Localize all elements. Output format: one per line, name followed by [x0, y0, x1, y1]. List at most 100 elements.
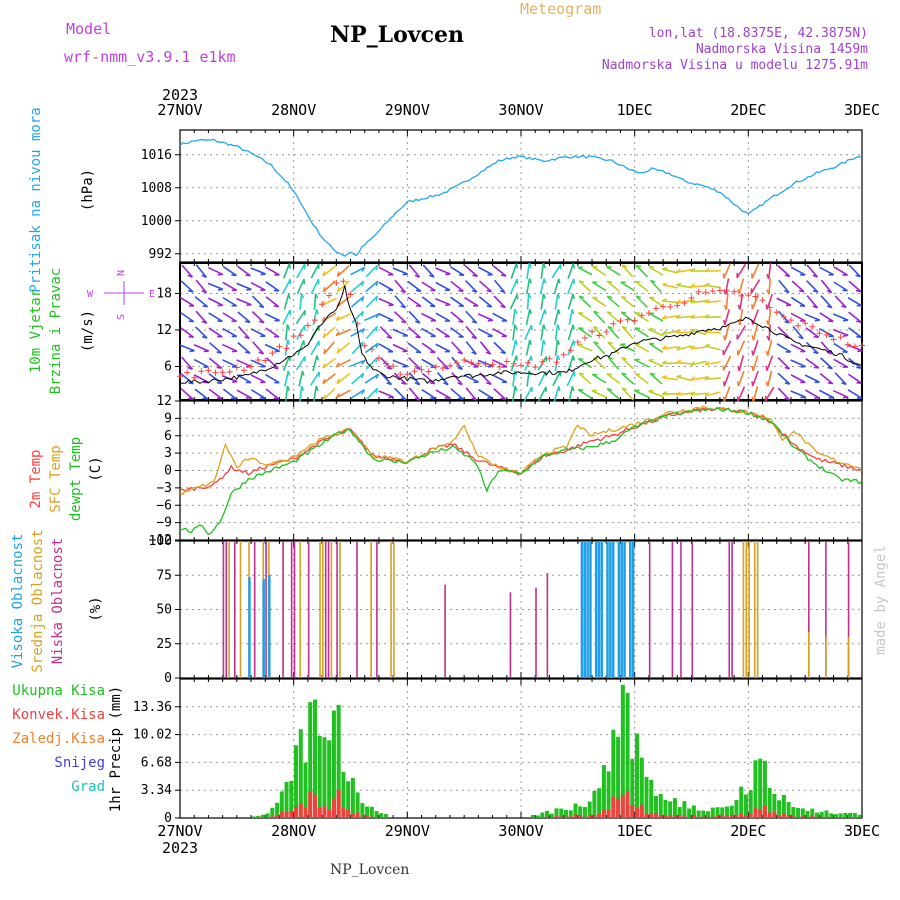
- wind-barb-head: [841, 382, 847, 386]
- precip-conv-bar: [298, 803, 303, 818]
- wind-barb-head: [704, 268, 710, 272]
- wind-barb: [577, 312, 593, 323]
- y-tick-label: 3: [164, 446, 172, 461]
- cloud-bar: [376, 541, 378, 678]
- wind-barb: [566, 371, 575, 387]
- wind-barb-head: [751, 381, 754, 387]
- wind-barb-head: [361, 311, 364, 317]
- wind-gust-marker: [219, 369, 226, 376]
- cloud-bar: [253, 541, 256, 678]
- wind-barb: [436, 356, 449, 370]
- wind-barb: [378, 390, 394, 398]
- cloud-bar: [728, 541, 731, 678]
- wind-barb: [766, 355, 774, 372]
- precip-legend-4: Grad: [71, 779, 105, 795]
- wind-barb-head: [784, 320, 790, 324]
- wind-barb: [804, 389, 820, 399]
- wind-barb-head: [572, 293, 575, 300]
- cloud-bar: [307, 541, 310, 678]
- wind-barb-head: [457, 351, 463, 355]
- wind-barb: [250, 389, 266, 399]
- wind-barb: [739, 293, 744, 310]
- wind-barb-head: [812, 289, 819, 293]
- cloud-bar: [322, 541, 324, 678]
- wind-barb: [408, 310, 421, 324]
- wind-barb: [568, 309, 573, 326]
- wind-barb: [435, 281, 451, 291]
- wind-barb-head: [784, 274, 790, 278]
- wind-barb: [806, 280, 819, 293]
- wind-barb: [449, 266, 465, 276]
- wind-gust-marker: [581, 334, 588, 341]
- wind-barb: [284, 385, 289, 403]
- cloud-bar: [808, 632, 810, 678]
- wind-gust-marker: [411, 368, 418, 375]
- wind-barb: [222, 312, 237, 323]
- precip-bar: [308, 702, 313, 818]
- precip-conv-bar: [796, 816, 801, 818]
- wind-barb-head: [855, 289, 862, 293]
- wind-axis-label-2: Brzina i Pravac: [48, 268, 64, 394]
- wind-barb: [421, 358, 436, 368]
- wind-barb: [236, 359, 252, 368]
- wind-barb: [635, 295, 648, 308]
- wind-barb: [819, 312, 834, 323]
- wind-barb-head: [375, 265, 379, 271]
- precip-bar: [279, 791, 284, 818]
- cloud-bar: [370, 541, 372, 678]
- wind-barb: [407, 326, 421, 339]
- wind-gust-marker: [446, 362, 453, 369]
- wind-barb: [509, 294, 519, 310]
- precip-conv-bar: [317, 807, 322, 818]
- wind-barb: [704, 360, 721, 366]
- wind-barb: [704, 316, 721, 319]
- precip-bar: [824, 810, 829, 818]
- precip-bar: [720, 807, 725, 818]
- wind-barb: [282, 355, 291, 371]
- wind-barb: [621, 264, 634, 278]
- wind-barb: [621, 387, 634, 401]
- wind-barb: [295, 356, 306, 371]
- cloud-bar: [754, 541, 756, 678]
- temp-line-2: [179, 407, 863, 536]
- wind-barb: [634, 373, 649, 384]
- model-name: wrf-nmm_v3.9.1 e1km: [64, 48, 236, 66]
- wind-barb: [365, 280, 379, 293]
- coords-label: lon,lat (18.8375E, 42.3875N): [648, 26, 868, 41]
- precip-bar: [284, 781, 289, 818]
- wind-barb: [736, 325, 746, 340]
- wind-barb-head: [322, 271, 326, 277]
- wind-gust-marker: [177, 373, 183, 380]
- wind-gust-marker: [489, 361, 496, 368]
- wind-barb-head: [458, 289, 464, 293]
- wind-gust-marker: [617, 318, 624, 325]
- precip-bar: [369, 806, 374, 818]
- wind-barb: [222, 265, 237, 277]
- wind-barb-head: [217, 288, 224, 291]
- wind-barb: [477, 328, 493, 337]
- wind-barb: [322, 326, 336, 339]
- wind-barb-head: [445, 273, 451, 276]
- compass-north: N: [116, 270, 127, 276]
- wind-barb-head: [722, 396, 726, 402]
- temp-label-2m: 2m Temp: [28, 449, 44, 508]
- wind-barb: [250, 267, 266, 275]
- precip-bar: [838, 813, 843, 818]
- precip-bar: [762, 760, 767, 818]
- wind-barb-head: [485, 351, 491, 355]
- cloud-bar: [742, 541, 745, 678]
- wind-barb-head: [258, 351, 264, 355]
- wind-gust-marker: [418, 366, 425, 373]
- wind-barb: [592, 265, 607, 277]
- wind-barb-head: [841, 305, 847, 309]
- wind-barb-head: [676, 299, 681, 304]
- cloud-label-high: Visoka Oblacnost: [10, 534, 26, 669]
- wind-barb: [526, 262, 531, 280]
- cloud-bar: [680, 541, 682, 678]
- wind-gust-marker: [340, 278, 347, 285]
- precip-bar: [294, 745, 299, 818]
- wind-barb: [265, 357, 279, 370]
- wind-barb-head: [704, 375, 710, 380]
- wind-gust-marker: [326, 292, 333, 299]
- wind-barb-head: [621, 264, 628, 268]
